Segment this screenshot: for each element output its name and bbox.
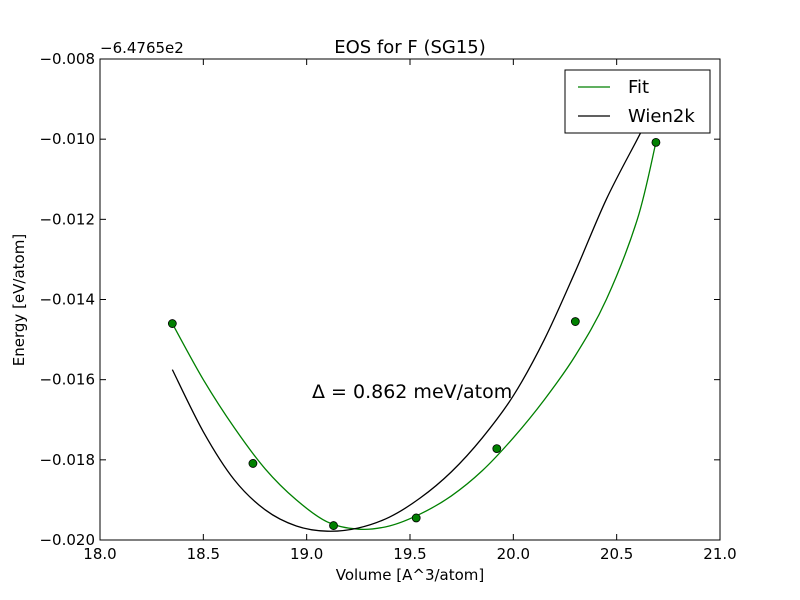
legend-box: [564, 69, 711, 134]
legend-label-fit: Fit: [628, 77, 649, 98]
y-tick-label: −0.020: [39, 531, 95, 549]
y-tick-label: −0.008: [39, 50, 95, 68]
x-tick-labels: 18.0 18.5 19.0 19.5 20.0 20.5 21.0: [83, 545, 736, 563]
data-point: [651, 137, 661, 147]
data-point: [411, 513, 421, 523]
series-line-wien2k: [171, 118, 649, 532]
data-point: [329, 521, 338, 530]
legend-label-wien2k: Wien2k: [628, 106, 695, 127]
y-tick-label: −0.012: [39, 210, 95, 228]
y-tick-label: −0.010: [39, 130, 95, 148]
chart-title: EOS for F (SG15): [334, 37, 486, 58]
x-tick-label: 19.0: [290, 545, 323, 563]
y-tick-labels: −0.020 −0.018 −0.016 −0.014 −0.012 −0.010 −0.0…: [39, 50, 95, 549]
y-tick-label: −0.016: [39, 371, 95, 389]
plot-area: [99, 58, 721, 541]
data-point: [492, 444, 502, 454]
data-point: [167, 319, 177, 328]
series-line-fit: [171, 142, 657, 530]
y-tick-label: −0.018: [39, 451, 95, 469]
y-axis-label: Energy [eV/atom]: [10, 234, 28, 366]
y-offset-label: −6.4765e2: [100, 39, 184, 57]
x-tick-label: 18.0: [83, 545, 116, 563]
x-tick-label: 19.5: [393, 545, 426, 563]
x-tick-label: 20.0: [497, 545, 530, 563]
delta-annotation: Δ = 0.862 meV/atom: [312, 381, 512, 403]
data-point: [248, 459, 258, 468]
legend: Fit Wien2k: [564, 69, 711, 134]
data-point: [570, 317, 580, 326]
x-tick-label: 18.5: [187, 545, 220, 563]
y-tick-label: −0.014: [39, 291, 95, 309]
x-tick-label: 20.5: [600, 545, 633, 563]
x-axis-label: Volume [A^3/atom]: [336, 566, 485, 584]
axis-ticks: [99, 58, 721, 541]
data-points: [167, 137, 661, 530]
x-tick-label: 21.0: [703, 545, 736, 563]
plot-lines: [171, 118, 657, 532]
